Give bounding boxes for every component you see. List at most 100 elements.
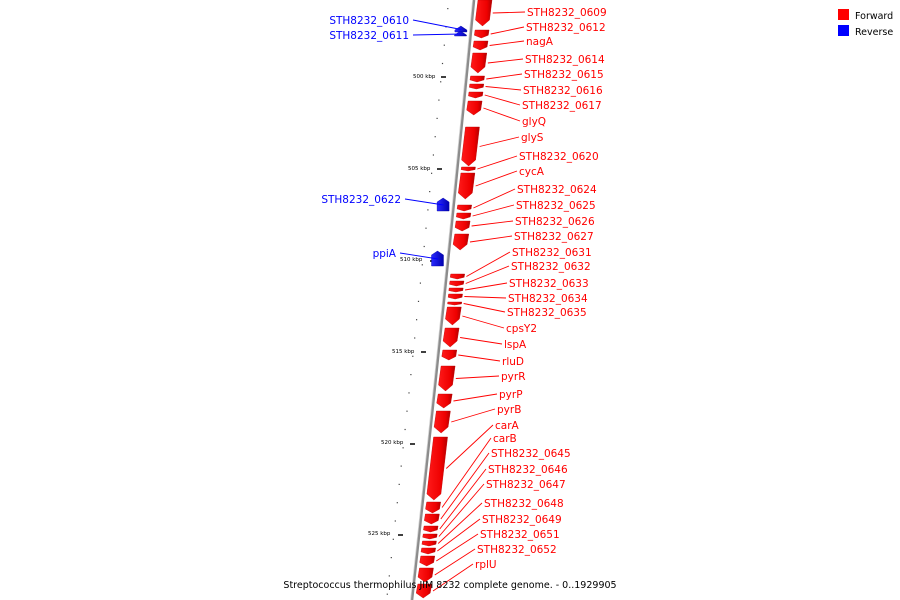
feature-label-pyrR[interactable]: pyrR bbox=[501, 371, 526, 383]
tick-label: 505 kbp bbox=[408, 166, 431, 172]
feature-label-STH8232_0616[interactable]: STH8232_0616 bbox=[523, 85, 603, 97]
feature-label-STH8232_0617[interactable]: STH8232_0617 bbox=[522, 100, 602, 112]
feature-label-nagA[interactable]: nagA bbox=[526, 36, 554, 48]
feature-label-lspA[interactable]: lspA bbox=[504, 339, 527, 351]
feature-label-STH8232_0648[interactable]: STH8232_0648 bbox=[484, 498, 564, 510]
feature-arrow-glyQ[interactable] bbox=[466, 100, 483, 116]
callout-line bbox=[483, 107, 521, 122]
feature-arrow-STH8232_0624[interactable] bbox=[456, 204, 472, 212]
callout-line bbox=[437, 502, 483, 544]
minor-tick bbox=[392, 538, 394, 540]
feature-arrow-lspA[interactable] bbox=[442, 327, 460, 348]
feature-arrow-STH8232_0646[interactable] bbox=[423, 525, 439, 533]
feature-label-carA[interactable]: carA bbox=[495, 420, 520, 432]
feature-arrow-nagA[interactable] bbox=[472, 40, 489, 51]
feature-label-pyrB[interactable]: pyrB bbox=[497, 404, 521, 416]
feature-label-STH8232_0611[interactable]: STH8232_0611 bbox=[329, 30, 409, 42]
feature-label-STH8232_0635[interactable]: STH8232_0635 bbox=[507, 307, 587, 319]
callout-line bbox=[439, 468, 487, 530]
feature-arrow-STH8232_0633[interactable] bbox=[448, 287, 464, 293]
feature-label-STH8232_0626[interactable]: STH8232_0626 bbox=[515, 216, 595, 228]
feature-arrow-STH8232_0631[interactable] bbox=[449, 273, 465, 280]
callout-line bbox=[475, 170, 518, 187]
callout-line bbox=[462, 315, 505, 329]
callout-line bbox=[472, 204, 515, 217]
feature-arrow-STH8232_0625[interactable] bbox=[456, 212, 472, 220]
feature-arrow-STH8232_0614[interactable] bbox=[470, 52, 488, 74]
feature-arrow-STH8232_0632[interactable] bbox=[449, 280, 465, 287]
callout-line bbox=[466, 251, 511, 277]
feature-arrow-glyS[interactable] bbox=[461, 126, 480, 167]
minor-tick bbox=[398, 483, 400, 485]
feature-arrow-STH8232_0612[interactable] bbox=[474, 29, 490, 39]
feature-arrow-STH8232_0634[interactable] bbox=[447, 293, 463, 300]
minor-tick bbox=[434, 136, 436, 138]
callout-lines bbox=[399, 11, 526, 592]
callout-line bbox=[437, 518, 481, 552]
feature-label-STH8232_0609[interactable]: STH8232_0609 bbox=[527, 7, 607, 19]
feature-label-glyS[interactable]: glyS bbox=[521, 132, 544, 144]
feature-label-STH8232_0614[interactable]: STH8232_0614 bbox=[525, 54, 605, 66]
feature-label-STH8232_0631[interactable]: STH8232_0631 bbox=[512, 247, 592, 259]
feature-label-STH8232_0622[interactable]: STH8232_0622 bbox=[321, 194, 401, 206]
feature-label-carB[interactable]: carB bbox=[493, 433, 517, 445]
feature-arrow-rplU[interactable] bbox=[415, 583, 433, 599]
feature-label-STH8232_0633[interactable]: STH8232_0633 bbox=[509, 278, 589, 290]
feature-arrow-cycA[interactable] bbox=[458, 172, 476, 200]
feature-label-STH8232_0620[interactable]: STH8232_0620 bbox=[519, 151, 599, 163]
callout-line bbox=[463, 303, 506, 313]
feature-label-STH8232_0649[interactable]: STH8232_0649 bbox=[482, 514, 562, 526]
feature-arrow-STH8232_0626[interactable] bbox=[454, 220, 471, 232]
feature-arrow-STH8232_0620[interactable] bbox=[460, 166, 476, 172]
feature-arrow-rluD[interactable] bbox=[441, 349, 458, 361]
feature-label-STH8232_0625[interactable]: STH8232_0625 bbox=[516, 200, 596, 212]
feature-label-rplU[interactable]: rplU bbox=[475, 559, 497, 571]
feature-label-STH8232_0651[interactable]: STH8232_0651 bbox=[480, 529, 560, 541]
feature-arrow-cpsY2[interactable] bbox=[445, 306, 462, 326]
feature-arrow-STH8232_0652[interactable] bbox=[417, 567, 434, 583]
tick-label: 515 kbp bbox=[392, 349, 415, 355]
feature-label-glyQ[interactable]: glyQ bbox=[522, 116, 546, 128]
callout-line bbox=[399, 252, 439, 260]
feature-arrow-STH8232_0635[interactable] bbox=[447, 301, 463, 306]
feature-arrow-carB[interactable] bbox=[425, 501, 441, 514]
feature-label-rluD[interactable]: rluD bbox=[502, 356, 524, 368]
feature-label-ppiA[interactable]: ppiA bbox=[373, 248, 397, 260]
feature-label-STH8232_0652[interactable]: STH8232_0652 bbox=[477, 544, 557, 556]
feature-label-STH8232_0615[interactable]: STH8232_0615 bbox=[524, 69, 604, 81]
feature-label-STH8232_0610[interactable]: STH8232_0610 bbox=[329, 15, 409, 27]
feature-labels: STH8232_0610 STH8232_0611 STH8232_0622 p… bbox=[321, 7, 606, 571]
feature-arrow-STH8232_0627[interactable] bbox=[452, 233, 470, 251]
feature-label-STH8232_0632[interactable]: STH8232_0632 bbox=[511, 261, 591, 273]
minor-tick bbox=[432, 154, 434, 156]
feature-label-pyrP[interactable]: pyrP bbox=[499, 389, 523, 401]
feature-arrow-STH8232_0617[interactable] bbox=[468, 91, 484, 99]
minor-tick bbox=[396, 502, 398, 504]
feature-label-cpsY2[interactable]: cpsY2 bbox=[506, 323, 537, 335]
feature-label-STH8232_0646[interactable]: STH8232_0646 bbox=[488, 464, 568, 476]
feature-label-STH8232_0612[interactable]: STH8232_0612 bbox=[526, 22, 606, 34]
feature-arrow-STH8232_0647[interactable] bbox=[422, 533, 438, 540]
feature-arrow-STH8232_0616[interactable] bbox=[469, 83, 485, 90]
feature-arrow-STH8232_0649[interactable] bbox=[420, 547, 436, 555]
callout-line bbox=[479, 136, 520, 147]
minor-tick bbox=[404, 428, 406, 431]
feature-arrow-carA[interactable] bbox=[426, 436, 448, 501]
callout-line bbox=[455, 375, 500, 379]
feature-arrow-pyrP[interactable] bbox=[436, 393, 453, 409]
feature-label-cycA[interactable]: cycA bbox=[519, 166, 545, 178]
minor-tick bbox=[447, 8, 449, 10]
feature-label-STH8232_0647[interactable]: STH8232_0647 bbox=[486, 479, 566, 491]
feature-arrow-pyrR[interactable] bbox=[438, 365, 456, 392]
feature-arrow-pyrB[interactable] bbox=[433, 410, 451, 434]
feature-label-STH8232_0627[interactable]: STH8232_0627 bbox=[514, 231, 594, 243]
feature-arrow-STH8232_0648[interactable] bbox=[421, 540, 437, 547]
feature-arrow-STH8232_0651[interactable] bbox=[419, 555, 436, 567]
feature-arrow-STH8232_0609[interactable] bbox=[475, 0, 493, 27]
feature-label-STH8232_0624[interactable]: STH8232_0624 bbox=[517, 184, 597, 196]
feature-arrow-STH8232_0615[interactable] bbox=[469, 75, 485, 83]
feature-arrow-STH8232_0645[interactable] bbox=[424, 513, 440, 525]
feature-arrow-STH8232_0611[interactable] bbox=[454, 30, 467, 37]
feature-label-STH8232_0645[interactable]: STH8232_0645 bbox=[491, 448, 571, 460]
feature-label-STH8232_0634[interactable]: STH8232_0634 bbox=[508, 293, 588, 305]
